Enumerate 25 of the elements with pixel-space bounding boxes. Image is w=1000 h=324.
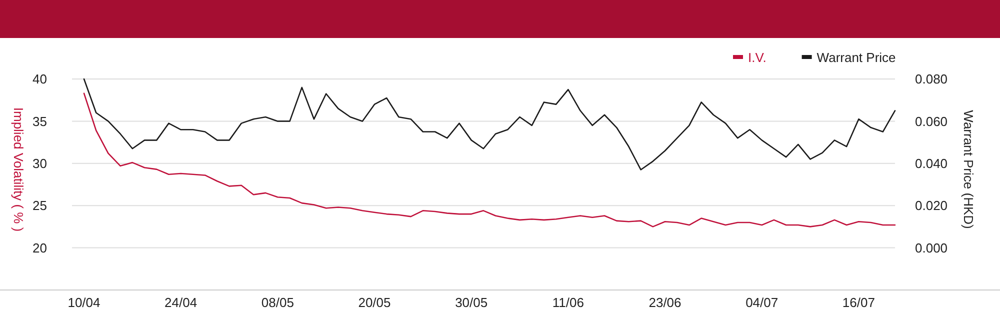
legend-label: I.V. [748, 50, 766, 65]
x-tick-label: 24/04 [164, 295, 198, 310]
x-tick-label: 16/07 [842, 295, 875, 310]
line-series [83, 92, 896, 228]
y2-tick-label: 0.000 [915, 240, 948, 256]
x-tick-label: 20/05 [358, 295, 391, 310]
y2-axis-title: Warrant Price (HKD) [961, 110, 976, 229]
y-tick-label: 20 [32, 240, 47, 256]
x-tick-label: 23/06 [648, 295, 682, 310]
y-tick-label: 25 [32, 198, 47, 214]
y2-tick-label: 0.060 [915, 114, 948, 129]
y2-tick-label: 0.020 [915, 198, 948, 214]
line-series [83, 78, 896, 170]
x-tick-label: 04/07 [746, 295, 778, 310]
y-tick-label: 40 [32, 72, 47, 87]
y2-tick-label: 0.080 [915, 72, 948, 87]
legend-label: Warrant Price [816, 50, 896, 65]
x-tick-label: 11/06 [552, 295, 584, 310]
y-axis-title: Implied Volatility ( % ) [11, 107, 26, 232]
y2-tick-label: 0.040 [915, 156, 948, 171]
x-tick-label: 10/04 [68, 295, 100, 310]
x-tick-label: 08/05 [261, 295, 294, 310]
y-tick-label: 35 [32, 114, 47, 129]
y-tick-label: 30 [32, 156, 47, 171]
x-tick-label: 30/05 [455, 295, 488, 310]
